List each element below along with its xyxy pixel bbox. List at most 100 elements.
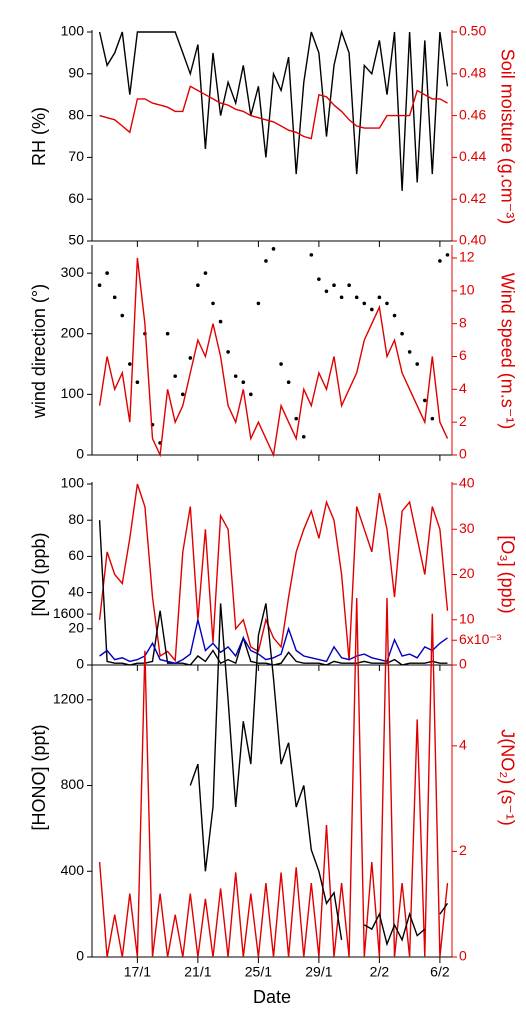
x-tick-label: 17/1 [124, 964, 151, 980]
y-tick-label: 100 [61, 23, 85, 39]
y2-tick-label: 0.48 [459, 65, 486, 81]
y2-tick-label: 0.44 [459, 148, 486, 164]
scatter-point [362, 301, 367, 306]
y2-tick-label: 12 [459, 249, 475, 265]
scatter-point [377, 295, 382, 300]
scatter-point [97, 283, 102, 288]
scatter-point [188, 356, 193, 360]
x-tick-label: 6/2 [430, 964, 450, 980]
y-tick-label: 80 [68, 511, 84, 527]
y2-tick-label: 0.40 [459, 232, 486, 248]
y2-tick-label: 30 [459, 520, 475, 536]
y2-tick-label: 4 [459, 737, 467, 753]
y-axis-title: [HONO] (ppt) [29, 724, 49, 830]
y2-tick-label: 0.46 [459, 106, 486, 122]
y-tick-label: 40 [68, 583, 84, 599]
y-tick-label: 60 [68, 547, 84, 563]
y-tick-label: 70 [68, 148, 84, 164]
scatter-point [135, 380, 140, 385]
scatter-point [180, 392, 185, 397]
scatter-point [422, 398, 427, 403]
scatter-point [392, 313, 397, 318]
scatter-point [256, 301, 261, 306]
scatter-point [286, 380, 291, 385]
scatter-point [407, 350, 412, 354]
y2-tick-label: 2 [459, 413, 467, 429]
scatter-point [105, 271, 109, 275]
scatter-point [324, 289, 329, 294]
line-series [98, 483, 449, 663]
y2-tick-label: 0 [459, 446, 467, 462]
y-tick-label: 0 [76, 446, 84, 462]
scatter-point [332, 283, 336, 288]
line-series [363, 911, 426, 947]
x-tick-label: 29/1 [305, 964, 332, 980]
scatter-point [317, 277, 321, 281]
y-tick-label: 0 [76, 656, 84, 672]
y-axis-title: RH (%) [29, 107, 49, 166]
y-tick-label: 50 [68, 232, 84, 248]
y2-axis-title: Soil moisture (g.cm⁻³) [497, 49, 517, 225]
scatter-point [415, 362, 420, 366]
y-tick-label: 0 [76, 948, 84, 964]
y2-axis-title: Wind speed (m.s⁻¹) [497, 273, 517, 430]
x-tick-label: 25/1 [245, 964, 272, 980]
x-tick-label: 21/1 [184, 964, 211, 980]
y-tick-label: 800 [61, 776, 85, 792]
y2-tick-label: 6 [459, 347, 467, 363]
scatter-point [354, 295, 359, 300]
y-tick-label: 1600 [53, 605, 84, 621]
y2-tick-label: 0 [459, 656, 467, 672]
scatter-point [400, 331, 404, 336]
scatter-point [165, 331, 170, 336]
y2-tick-label: 20 [459, 565, 475, 581]
x-tick-label: 2/2 [370, 964, 390, 980]
scatter-point [249, 392, 253, 397]
scatter-point [241, 380, 246, 385]
y2-tick-label: 10 [459, 282, 475, 298]
y-axis-title: [NO] (ppb) [29, 532, 49, 616]
x-axis-title: Date [253, 987, 291, 1007]
scatter-point [203, 271, 208, 275]
y2-tick-label: 4 [459, 380, 467, 396]
scatter-point [264, 259, 268, 263]
line-series [98, 520, 448, 666]
y-tick-label: 100 [61, 475, 85, 491]
line-series [98, 29, 449, 191]
scatter-point [128, 362, 132, 366]
y-tick-label: 300 [61, 264, 85, 280]
y2-axis-title: [O₃] (ppb) [497, 535, 517, 613]
y2-tick-label: 10 [459, 610, 475, 626]
y-tick-label: 20 [68, 620, 84, 636]
y2-tick-label: 8 [459, 314, 467, 330]
y2-tick-label: 0.42 [459, 190, 486, 206]
line-series [98, 597, 449, 958]
y-tick-label: 60 [68, 190, 84, 206]
scatter-point [385, 301, 389, 306]
scatter-point [233, 374, 238, 378]
scatter-point [211, 301, 215, 306]
scatter-point [347, 283, 351, 288]
scatter-point [445, 253, 450, 257]
scatter-point [301, 435, 306, 439]
scatter-point [271, 247, 276, 251]
y-tick-label: 90 [68, 65, 84, 81]
line-series [99, 619, 448, 664]
line-series [189, 603, 343, 941]
scatter-point [226, 350, 230, 354]
y-tick-label: 80 [68, 106, 84, 122]
line-series [439, 902, 449, 915]
y-tick-label: 200 [61, 324, 85, 340]
y-tick-label: 100 [61, 385, 85, 401]
scatter-point [173, 374, 177, 378]
y2-tick-label: 40 [459, 475, 475, 491]
y2-tick-label: 6x10⁻³ [459, 631, 502, 647]
y-axis-title: wind direction (°) [29, 284, 49, 419]
y2-axis-title: J(NO₂) (s⁻¹) [497, 729, 517, 825]
y2-tick-label: 0 [459, 948, 467, 964]
line-series [98, 257, 449, 458]
y-tick-label: 400 [61, 862, 85, 878]
y2-tick-label: 2 [459, 842, 467, 858]
